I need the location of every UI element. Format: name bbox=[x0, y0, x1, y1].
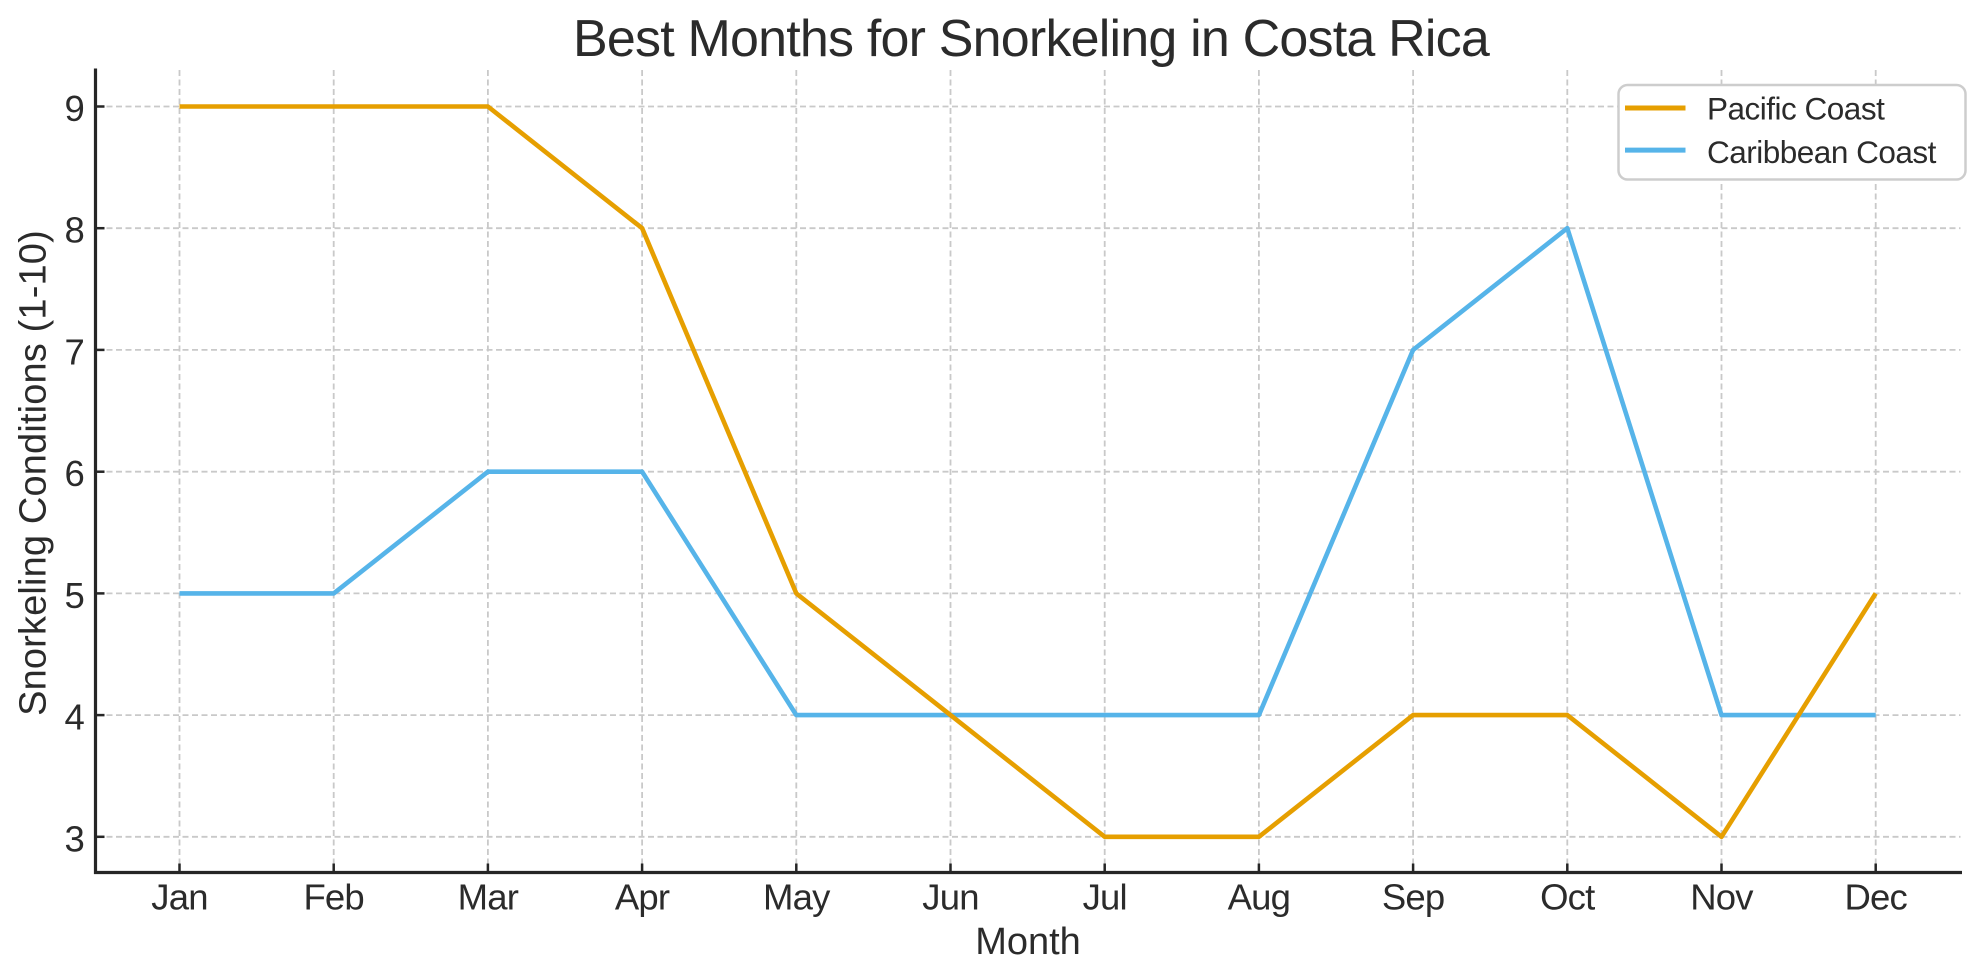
svg-text:7: 7 bbox=[65, 331, 85, 372]
svg-text:Month: Month bbox=[975, 921, 1081, 963]
svg-text:Apr: Apr bbox=[615, 877, 670, 918]
svg-text:Best Months for Snorkeling in: Best Months for Snorkeling in Costa Rica bbox=[573, 10, 1490, 68]
svg-text:Sep: Sep bbox=[1382, 877, 1445, 918]
svg-text:9: 9 bbox=[65, 88, 85, 129]
svg-text:Jun: Jun bbox=[922, 877, 978, 918]
svg-text:Snorkeling Conditions (1-10): Snorkeling Conditions (1-10) bbox=[13, 230, 55, 716]
svg-text:3: 3 bbox=[65, 818, 85, 859]
svg-text:Mar: Mar bbox=[458, 877, 519, 918]
svg-text:Pacific Coast: Pacific Coast bbox=[1707, 90, 1885, 126]
svg-text:8: 8 bbox=[65, 210, 85, 251]
svg-text:Caribbean Coast: Caribbean Coast bbox=[1707, 134, 1937, 170]
svg-text:Jan: Jan bbox=[151, 877, 207, 918]
svg-text:5: 5 bbox=[65, 575, 85, 616]
svg-text:Jul: Jul bbox=[1083, 877, 1127, 918]
svg-text:Nov: Nov bbox=[1690, 877, 1754, 918]
svg-text:Dec: Dec bbox=[1844, 877, 1907, 918]
svg-text:Feb: Feb bbox=[303, 877, 364, 918]
svg-text:6: 6 bbox=[65, 453, 85, 494]
svg-text:May: May bbox=[763, 877, 831, 918]
svg-text:Oct: Oct bbox=[1540, 877, 1595, 918]
svg-text:Aug: Aug bbox=[1228, 877, 1291, 918]
svg-text:4: 4 bbox=[65, 697, 85, 738]
